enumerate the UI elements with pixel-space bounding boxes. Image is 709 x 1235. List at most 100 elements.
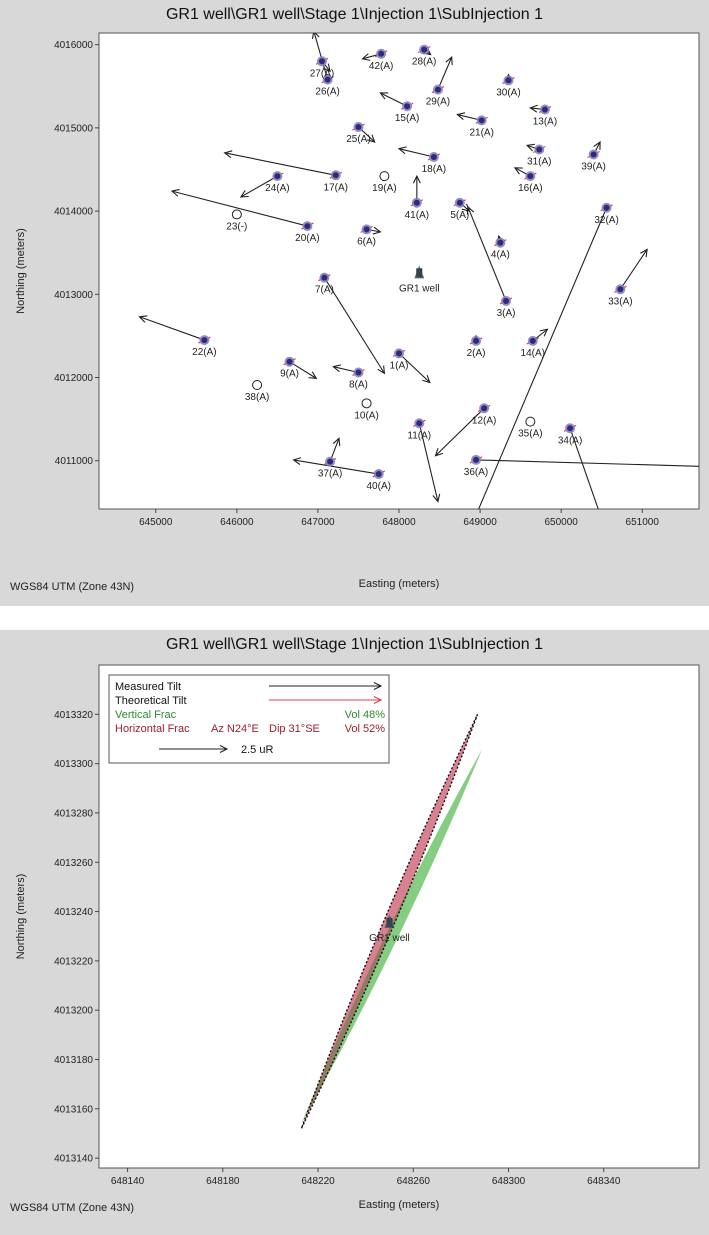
- tilt-station: 41(A): [405, 197, 429, 221]
- station-marker: [416, 420, 423, 427]
- station-label: 31(A): [527, 157, 551, 168]
- y-tick-label: 4013260: [54, 858, 93, 869]
- well-marker: [384, 914, 395, 928]
- measured-tilt-arrow-head: [445, 56, 453, 65]
- y-tick-label: 4012000: [54, 373, 93, 384]
- tilt-station: 17(A): [324, 170, 348, 193]
- station-label: 4(A): [491, 250, 510, 261]
- measured-tilt-arrow-head: [138, 315, 148, 323]
- y-tick-label: 4014000: [54, 207, 93, 218]
- station-marker: [304, 223, 311, 230]
- tilt-station: 27(A): [310, 56, 334, 79]
- station-marker: [590, 151, 597, 158]
- station-label: 21(A): [469, 127, 493, 138]
- station-marker: [321, 274, 328, 281]
- tilt-station: 4(A): [491, 237, 510, 261]
- panel2-title: GR1 well\GR1 well\Stage 1\Injection 1\Su…: [165, 636, 544, 653]
- tilt-station: 40(A): [367, 469, 391, 492]
- measured-tilt-arrow-head: [379, 92, 389, 100]
- x-tick-label: 647000: [301, 517, 335, 528]
- tilt-station: 19(A): [372, 171, 397, 194]
- station-label: 29(A): [426, 97, 450, 108]
- tilt-station: 35(A): [518, 416, 543, 440]
- station-marker: [434, 86, 441, 93]
- measured-tilt-arrow: [398, 352, 431, 383]
- tilt-station: 21(A): [469, 115, 494, 138]
- station-marker: [617, 286, 624, 293]
- tilt-station: 16(A): [518, 171, 543, 194]
- station-marker: [378, 50, 385, 57]
- y-tick-label: 4013220: [54, 956, 93, 967]
- station-marker: [318, 58, 325, 65]
- station-marker: [274, 173, 281, 180]
- station-open-marker: [252, 380, 263, 391]
- measured-tilt-arrow: [476, 459, 699, 467]
- tilt-stations: 1(A) 2(A) 3(A) 4(A) 5(A) 6(A) 7(A) 8(A) 9(A) 10(A…: [192, 44, 633, 492]
- station-label: 15(A): [395, 113, 419, 124]
- y-tick-label: 4013300: [54, 759, 93, 770]
- legend-scale-label: 2.5 uR: [241, 744, 273, 756]
- x-tick-label: 648300: [492, 1176, 526, 1187]
- y-tick-label: 4013000: [54, 290, 93, 301]
- station-marker: [529, 337, 536, 344]
- station-label: 35(A): [518, 429, 542, 440]
- station-marker: [355, 369, 362, 376]
- measured-tilt-arrow-head: [361, 53, 371, 61]
- measured-tilt-arrow-head: [434, 448, 444, 457]
- map-y-axis: 4011000 4012000 4013000 4014000 4015000 40160…: [54, 40, 99, 467]
- measured-tilt-arrow-head: [292, 457, 302, 465]
- well-icon-derrick: [384, 914, 395, 928]
- measured-tilt-arrow: [435, 407, 485, 457]
- measured-tilt-arrow-head: [700, 463, 707, 470]
- measured-tilt-arrow-head: [456, 112, 466, 121]
- station-marker: [603, 204, 610, 211]
- horizontal-frac-outline: [300, 714, 479, 1129]
- well-label: GR1 well: [369, 933, 410, 944]
- station-label: 24(A): [265, 183, 289, 194]
- panel-separator: [0, 606, 709, 630]
- station-label: 2(A): [467, 348, 486, 359]
- measured-tilt-arrow-head: [223, 150, 233, 159]
- tilt-station: 34(A): [558, 423, 582, 446]
- panel1-crs-label: WGS84 UTM (Zone 43N): [10, 581, 135, 593]
- station-label: 17(A): [324, 182, 348, 193]
- y-tick-label: 4013200: [54, 1006, 93, 1017]
- station-label: 14(A): [521, 348, 545, 359]
- tilt-station: 38(A): [245, 380, 269, 403]
- legend-measured-tilt: Measured Tilt: [115, 681, 181, 693]
- measured-tilt-arrow-head: [461, 203, 471, 212]
- measured-tilt-arrow: [224, 152, 336, 176]
- well-marker: [414, 265, 425, 279]
- x-tick-label: 650000: [544, 517, 578, 528]
- station-label: 12(A): [472, 415, 496, 426]
- station-marker: [473, 337, 480, 344]
- tilt-map-panel: GR1 well\GR1 well\Stage 1\Injection 1\Su…: [0, 0, 709, 606]
- station-label: 26(A): [315, 87, 339, 98]
- map-plot-area: [98, 32, 700, 510]
- tilt-station: 42(A): [369, 48, 393, 72]
- tilt-station: 33(A): [608, 284, 633, 307]
- measured-tilt-arrow-head: [377, 365, 386, 375]
- station-label: 27(A): [310, 68, 334, 79]
- station-marker: [355, 124, 362, 131]
- x-tick-label: 651000: [626, 517, 660, 528]
- measured-tilt-arrow: [467, 206, 507, 302]
- panel2-crs-label: WGS84 UTM (Zone 43N): [10, 1202, 135, 1214]
- measured-tilt-arrow: [569, 428, 599, 509]
- tilt-station: 11(A): [407, 418, 431, 441]
- station-label: 19(A): [372, 183, 396, 194]
- measured-tilt-arrow: [418, 423, 439, 502]
- station-marker: [541, 106, 548, 113]
- station-label: 30(A): [496, 87, 520, 98]
- station-label: 34(A): [558, 435, 582, 446]
- tilt-station: 5(A): [450, 197, 469, 221]
- station-marker: [527, 173, 534, 180]
- measured-tilt-arrow-head: [529, 104, 538, 113]
- x-tick-label: 646000: [220, 517, 254, 528]
- station-marker: [327, 458, 334, 465]
- station-marker: [363, 226, 370, 233]
- y-tick-label: 4013240: [54, 907, 93, 918]
- station-marker: [481, 405, 488, 412]
- station-open-marker: [361, 398, 372, 409]
- tilt-station: 30(A): [496, 75, 521, 98]
